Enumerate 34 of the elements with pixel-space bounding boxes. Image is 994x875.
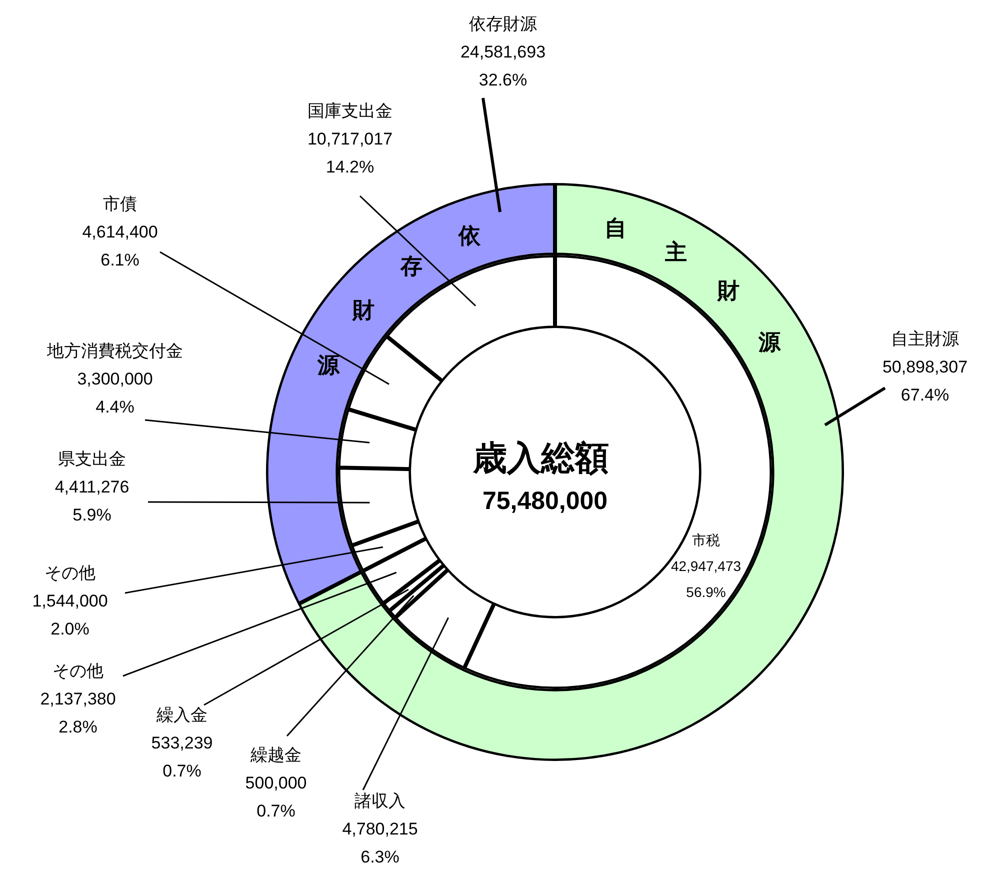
text: 源 [316, 352, 340, 378]
text: 源 [757, 329, 782, 354]
text: 主 [664, 239, 688, 264]
data-label: 10,717,017 14.2% [307, 130, 393, 177]
slice-label: 諸収入 [354, 792, 406, 811]
slice-label: 市税 [692, 532, 720, 548]
data-label: 4,780,215 6.3% [342, 820, 418, 867]
slice-label: 自主財源 [891, 330, 959, 349]
data-label: 4,614,400 6.1% [82, 222, 158, 270]
text: 財 [351, 297, 374, 322]
text: 自 [604, 215, 626, 240]
slice-label: 市債 [103, 194, 137, 214]
data-label: 42,947,473 56.9% [670, 558, 742, 600]
slice-label: 地方消費税交付金 [46, 342, 183, 361]
data-label: 50,898,307 67.4% [882, 358, 968, 405]
text: 存 [400, 253, 423, 278]
slice-label: 国庫支出金 [308, 102, 392, 121]
data-label: 533,239 0.7% [151, 734, 213, 781]
data-label: 2,137,380 2.8% [40, 690, 116, 737]
text: 歳入総額 [472, 439, 609, 478]
slice-label: 依存財源 [469, 14, 537, 34]
text: 75,480,000 [482, 486, 608, 515]
data-label: 4,411,276 5.9% [54, 478, 130, 525]
slice-label: 県支出金 [58, 450, 126, 469]
text: 財 [716, 278, 740, 304]
data-label: 1,544,000 2.0% [32, 592, 108, 639]
slice-label: その他 [44, 564, 96, 583]
slice-label: 繰越金 [250, 746, 302, 765]
text: 依 [457, 223, 482, 248]
data-label: 3,300,000 4.4% [77, 370, 153, 417]
data-label: 24,581,693 32.6% [460, 42, 546, 90]
slice-label: 繰入金 [156, 706, 208, 725]
slice-label: その他 [52, 662, 104, 681]
data-label: 500,000 0.7% [245, 774, 307, 821]
